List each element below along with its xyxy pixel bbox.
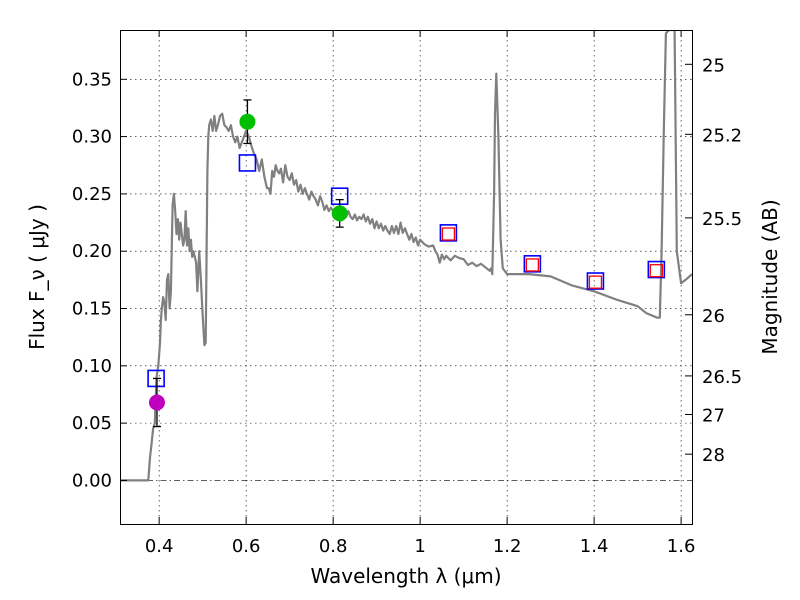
mag-tick-label: 25.2	[702, 125, 742, 146]
x-tick-label: 0.4	[145, 536, 174, 557]
y-axis-label-right: Magnitude (AB)	[758, 199, 782, 354]
y-tick-label: 0.00	[72, 470, 112, 491]
photometry-point-green-1	[239, 113, 256, 130]
model-flux-square-blue	[147, 369, 165, 388]
mag-tick-label: 28	[702, 445, 725, 466]
model-flux-square-blue	[238, 154, 257, 172]
y-tick-label: 0.25	[72, 184, 112, 205]
model-flux-square-blue	[439, 224, 458, 242]
mag-tick-label: 27	[702, 405, 725, 426]
y-tick-label: 0.15	[72, 299, 112, 320]
x-tick-label: 0.8	[319, 536, 348, 557]
model-flux-square-red	[525, 258, 540, 272]
model-spectrum-line	[120, 30, 692, 482]
y-tick-label: 0.05	[72, 413, 112, 434]
plot-frame	[120, 30, 693, 525]
model-flux-square-red	[441, 227, 456, 241]
y-tick-label: 0.35	[72, 69, 112, 90]
photometry-point-green-2	[331, 205, 348, 222]
mag-tick-label: 26.5	[702, 367, 742, 388]
x-axis-label: Wavelength λ (μm)	[310, 564, 501, 588]
photometry-point-violet	[148, 394, 165, 411]
model-spectrum	[120, 30, 692, 482]
model-flux-square-blue	[586, 272, 605, 290]
y-tick-label: 0.10	[72, 356, 112, 377]
y-tick-label: 0.30	[72, 127, 112, 148]
mag-tick-label: 25.5	[702, 209, 742, 230]
axis-ticks: 0.4 0.6 0.8 1 1.2 1.4 1.6 0.00 0.05 0.10 0.15 0.20 0…	[72, 30, 742, 557]
y-axis-label: Flux F_ν ( μJy )	[25, 204, 49, 350]
model-flux-square-red	[588, 275, 603, 289]
x-tick-label: 0.6	[232, 536, 261, 557]
model-flux-square-blue	[647, 260, 666, 279]
x-tick-label: 1.2	[493, 536, 522, 557]
mag-tick-label: 26	[702, 306, 725, 327]
y-tick-label: 0.20	[72, 241, 112, 262]
x-tick-label: 1.4	[580, 536, 609, 557]
x-tick-label: 1.6	[667, 536, 696, 557]
grid-lines	[120, 30, 692, 524]
x-tick-label: 1	[414, 536, 425, 557]
mag-tick-label: 25	[702, 55, 725, 76]
model-flux-square-red	[649, 264, 663, 278]
model-flux-square-blue	[523, 255, 542, 273]
data-markers	[147, 99, 666, 428]
